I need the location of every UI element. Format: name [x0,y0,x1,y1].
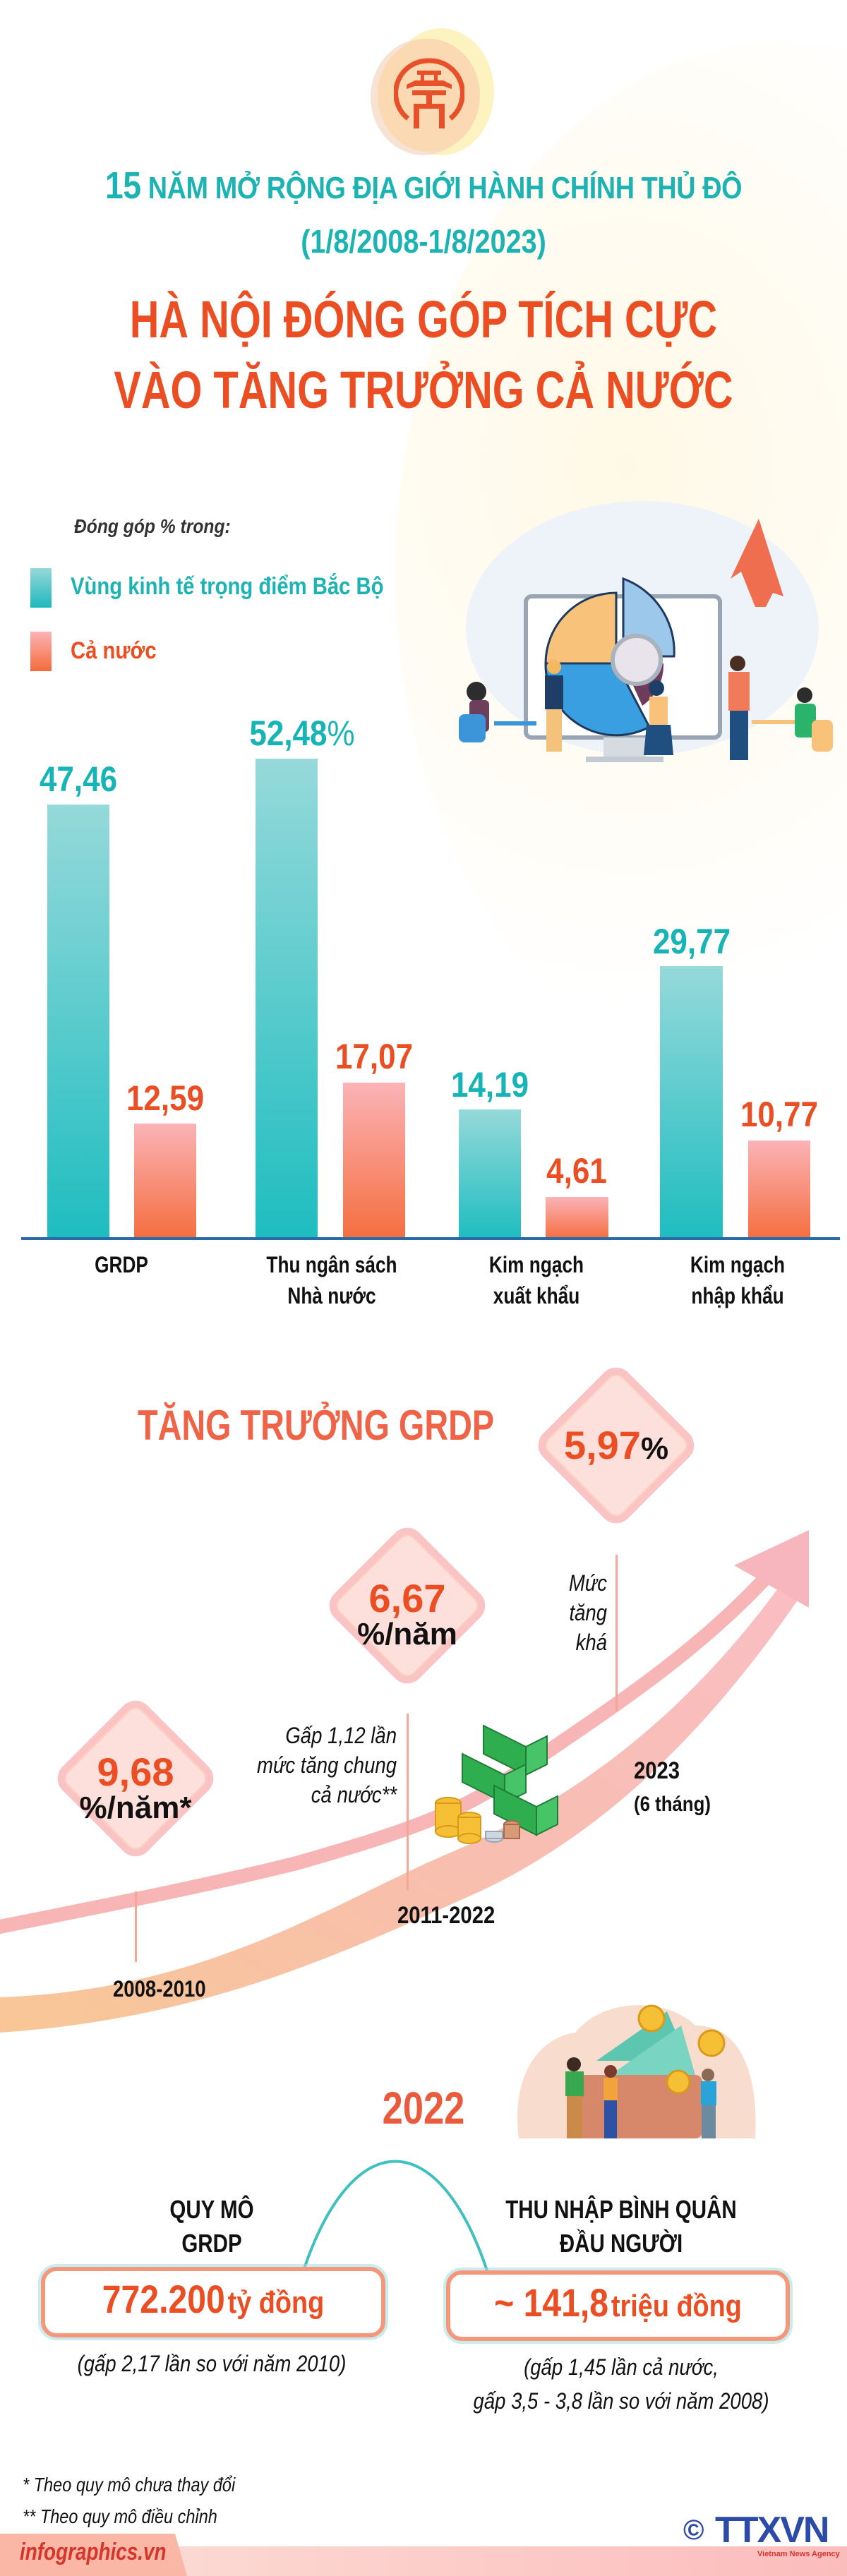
legend-swatch-country [30,632,52,671]
stem-2008-2010 [135,1891,137,1962]
note-2011-2022: Gấp 1,12 lần mức tăng chung cả nước** [257,1723,397,1807]
stat-value-income: ~ 141,8 triệu đồng [494,2280,742,2325]
stat-value-grdp-scale: 772.200 tỷ đồng [102,2277,325,2321]
headline-line-2: VÀO TĂNG TRƯỞNG CẢ NƯỚC [114,361,733,419]
bar-value-grdp-country: 12,59 [126,1078,205,1118]
value-2023: 5,97% [563,1423,669,1467]
subtitle-dates: (1/8/2008-1/8/2023) [301,223,546,260]
money-stack-icon [435,1724,558,1844]
bar-grdp-country [134,1124,196,1239]
legend-swatch-region [30,568,52,608]
bar-value-budget-region: 52,48% [249,714,355,753]
value-2011-2022: 6,67 %/năm [357,1576,457,1651]
agency-name: TTXVN [715,2510,829,2551]
value-2008-2010: 9,68 %/năm* [79,1750,192,1825]
bar-budget-region [256,759,318,1239]
footer-tab [0,2534,187,2576]
khue-van-cac-icon [394,58,464,128]
bar-value-export-country: 4,61 [546,1151,607,1191]
bar-import-region [660,966,723,1239]
bar-export-region [459,1109,521,1239]
bar-import-country [748,1140,810,1239]
data-analysis-illustration [459,501,833,762]
bar-value-grdp-region: 47,46 [39,759,118,799]
category-label-import: Kim ngạch nhập khẩu [690,1252,786,1308]
x-axis-line [21,1237,840,1240]
copyright-icon: © [683,2515,704,2546]
growth-section-title: TĂNG TRƯỞNG GRDP [138,1402,495,1449]
stat-head-income: THU NHẬP BÌNH QUÂN ĐẦU NGƯỜI [505,2195,737,2258]
period-label-2023: 2023 [634,1757,680,1784]
category-label-budget: Thu ngân sách Nhà nước [266,1252,397,1308]
stat-sub-income: (gấp 1,45 lần cả nước, gấp 3,5 - 3,8 lần … [473,2354,769,2414]
subtitle-anniversary: 15 NĂM MỞ RỘNG ĐỊA GIỚI HÀNH CHÍNH THỦ Đ… [104,164,743,207]
category-label-export: Kim ngạch xuất khẩu [488,1252,584,1308]
bar-value-budget-country: 17,07 [335,1037,414,1076]
legend-title: Đóng góp % trong: [74,515,231,537]
stat-head-grdp-scale: QUY MÔ GRDP [169,2195,254,2258]
period-label-2008-2010: 2008-2010 [113,1976,206,2002]
legend-label-country: Cả nước [71,637,157,664]
bar-value-import-region: 29,77 [652,922,731,961]
footnote-2: ** Theo quy mô điều chỉnh [23,2505,217,2527]
stat-sub-grdp-scale: (gấp 2,17 lần so với năm 2010) [77,2351,347,2376]
category-label-grdp: GRDP [95,1252,148,1277]
period-sub-2023: (6 tháng) [634,1793,711,1816]
bar-grdp-region [47,805,109,1239]
bar-value-import-country: 10,77 [740,1095,819,1134]
growth-curve-arrow [0,1530,809,2033]
headline-line-1: HÀ NỘI ĐÓNG GÓP TÍCH CỰC [129,290,718,349]
bar-value-export-region: 14,19 [450,1065,529,1105]
year-2022-heading: 2022 [382,2083,465,2133]
footnote-1: * Theo quy mô chưa thay đổi [23,2474,236,2496]
stem-2023 [615,1555,618,1711]
connector-arc [295,2160,495,2294]
period-label-2011-2022: 2011-2022 [397,1902,495,1929]
hanoi-emblem-logo [346,21,501,162]
bar-budget-country [343,1083,405,1239]
legend-label-region: Vùng kinh tế trọng điểm Bắc Bộ [71,573,384,600]
agency-subtitle: Vietnam News Agency [757,2550,840,2558]
bar-export-country [546,1197,608,1239]
stem-2011-2022 [407,1714,409,1890]
note-2023: Mức tăng khá [568,1570,607,1655]
stat-box-grdp-scale [41,2267,385,2337]
income-wallet-illustration [517,2004,756,2138]
ttxvn-logo: © TTXVN Vietnam News Agency [683,2509,840,2558]
stat-box-income [446,2270,790,2341]
site-link[interactable]: infographics.vn [20,2539,167,2565]
